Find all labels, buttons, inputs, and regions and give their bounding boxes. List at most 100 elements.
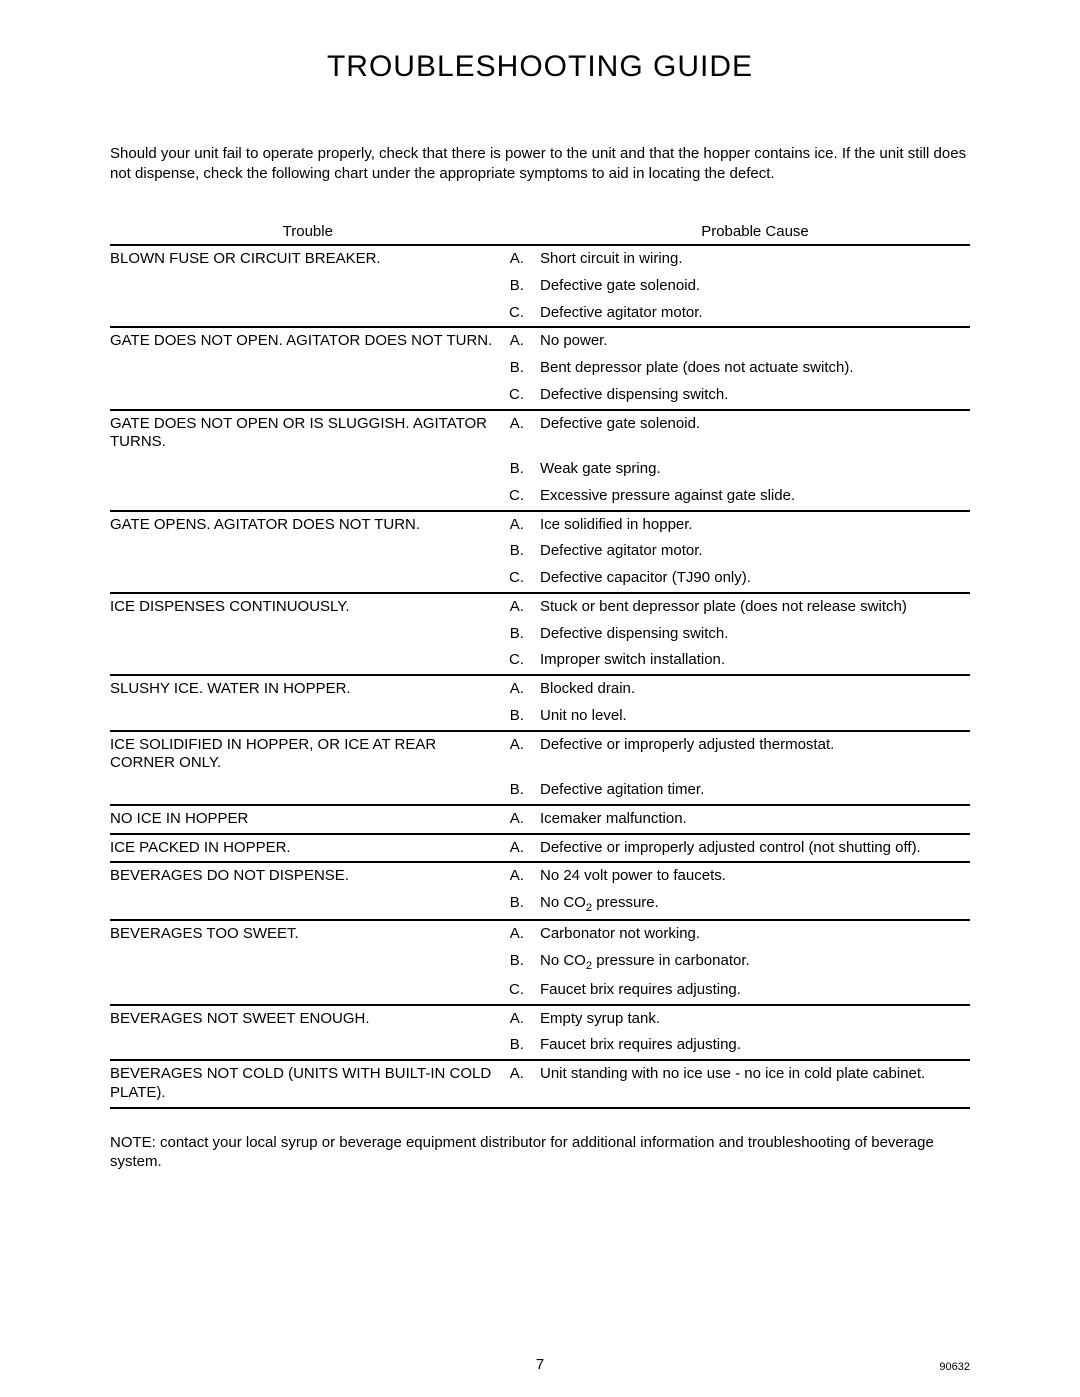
table-row: C.Defective capacitor (TJ90 only). xyxy=(110,565,970,593)
page-title: TROUBLESHOOTING GUIDE xyxy=(110,50,970,84)
cause-cell: Defective gate solenoid. xyxy=(540,273,970,300)
cause-letter: C. xyxy=(506,565,540,593)
table-row: ICE PACKED IN HOPPER.A.Defective or impr… xyxy=(110,834,970,863)
trouble-cell xyxy=(110,948,506,977)
table-row: GATE DOES NOT OPEN OR IS SLUGGISH. AGITA… xyxy=(110,410,970,457)
cause-cell: Defective agitation timer. xyxy=(540,777,970,805)
table-row: SLUSHY ICE. WATER IN HOPPER.A.Blocked dr… xyxy=(110,675,970,703)
cause-letter: B. xyxy=(506,948,540,977)
cause-cell: Defective dispensing switch. xyxy=(540,621,970,648)
trouble-cell xyxy=(110,977,506,1005)
table-row: BEVERAGES DO NOT DISPENSE.A.No 24 volt p… xyxy=(110,862,970,890)
trouble-cell: BEVERAGES TOO SWEET. xyxy=(110,920,506,948)
table-row: B.Faucet brix requires adjusting. xyxy=(110,1032,970,1060)
cause-letter: A. xyxy=(506,327,540,355)
table-row: B.Defective agitation timer. xyxy=(110,777,970,805)
trouble-cell: GATE DOES NOT OPEN. AGITATOR DOES NOT TU… xyxy=(110,327,506,355)
cause-cell: Weak gate spring. xyxy=(540,456,970,483)
table-row: B.Unit no level. xyxy=(110,703,970,731)
table-row: BLOWN FUSE OR CIRCUIT BREAKER.A.Short ci… xyxy=(110,245,970,273)
cause-cell: Faucet brix requires adjusting. xyxy=(540,977,970,1005)
cause-letter: C. xyxy=(506,483,540,511)
table-row: BEVERAGES TOO SWEET.A.Carbonator not wor… xyxy=(110,920,970,948)
table-row: NO ICE IN HOPPERA.Icemaker malfunction. xyxy=(110,805,970,834)
trouble-cell: ICE SOLIDIFIED IN HOPPER, OR ICE AT REAR… xyxy=(110,731,506,778)
cause-cell: Stuck or bent depressor plate (does not … xyxy=(540,593,970,621)
cause-letter: A. xyxy=(506,834,540,863)
cause-cell: Defective capacitor (TJ90 only). xyxy=(540,565,970,593)
page: TROUBLESHOOTING GUIDE Should your unit f… xyxy=(0,0,1080,1397)
cause-letter: B. xyxy=(506,273,540,300)
table-row: B.Defective agitator motor. xyxy=(110,538,970,565)
cause-cell: Excessive pressure against gate slide. xyxy=(540,483,970,511)
table-header-cause: Probable Cause xyxy=(540,219,970,245)
table-row: B.No CO2 pressure. xyxy=(110,890,970,920)
cause-cell: Faucet brix requires adjusting. xyxy=(540,1032,970,1060)
trouble-cell xyxy=(110,777,506,805)
trouble-cell: GATE OPENS. AGITATOR DOES NOT TURN. xyxy=(110,511,506,539)
trouble-cell: BLOWN FUSE OR CIRCUIT BREAKER. xyxy=(110,245,506,273)
table-row: BEVERAGES NOT COLD (UNITS WITH BUILT-IN … xyxy=(110,1060,970,1108)
note-paragraph: NOTE: contact your local syrup or bevera… xyxy=(110,1133,970,1172)
cause-cell: Unit standing with no ice use - no ice i… xyxy=(540,1060,970,1108)
cause-letter: C. xyxy=(506,647,540,675)
troubleshooting-table: Trouble Probable Cause BLOWN FUSE OR CIR… xyxy=(110,219,970,1109)
trouble-cell xyxy=(110,273,506,300)
table-row: ICE SOLIDIFIED IN HOPPER, OR ICE AT REAR… xyxy=(110,731,970,778)
trouble-cell xyxy=(110,565,506,593)
trouble-cell xyxy=(110,382,506,410)
cause-cell: Defective gate solenoid. xyxy=(540,410,970,457)
trouble-cell xyxy=(110,483,506,511)
trouble-cell: NO ICE IN HOPPER xyxy=(110,805,506,834)
trouble-cell xyxy=(110,538,506,565)
cause-letter: A. xyxy=(506,593,540,621)
trouble-cell xyxy=(110,456,506,483)
trouble-cell xyxy=(110,621,506,648)
cause-cell: Bent depressor plate (does not actuate s… xyxy=(540,355,970,382)
trouble-cell: BEVERAGES DO NOT DISPENSE. xyxy=(110,862,506,890)
table-header-trouble: Trouble xyxy=(110,219,506,245)
cause-cell: Defective dispensing switch. xyxy=(540,382,970,410)
table-row: B.Bent depressor plate (does not actuate… xyxy=(110,355,970,382)
cause-cell: Defective agitator motor. xyxy=(540,300,970,328)
cause-cell: No CO2 pressure. xyxy=(540,890,970,920)
cause-letter: B. xyxy=(506,703,540,731)
table-row: C.Defective dispensing switch. xyxy=(110,382,970,410)
table-row: C.Defective agitator motor. xyxy=(110,300,970,328)
cause-letter: B. xyxy=(506,890,540,920)
cause-cell: Short circuit in wiring. xyxy=(540,245,970,273)
cause-cell: No power. xyxy=(540,327,970,355)
cause-cell: Ice solidified in hopper. xyxy=(540,511,970,539)
cause-cell: Empty syrup tank. xyxy=(540,1005,970,1033)
cause-cell: Icemaker malfunction. xyxy=(540,805,970,834)
table-row: B.Defective gate solenoid. xyxy=(110,273,970,300)
cause-letter: B. xyxy=(506,538,540,565)
trouble-cell xyxy=(110,1032,506,1060)
cause-letter: A. xyxy=(506,805,540,834)
table-row: B.No CO2 pressure in carbonator. xyxy=(110,948,970,977)
table-row: GATE OPENS. AGITATOR DOES NOT TURN.A.Ice… xyxy=(110,511,970,539)
cause-letter: B. xyxy=(506,456,540,483)
page-number: 7 xyxy=(110,1356,970,1373)
cause-cell: Blocked drain. xyxy=(540,675,970,703)
table-row: C.Improper switch installation. xyxy=(110,647,970,675)
cause-cell: Defective or improperly adjusted control… xyxy=(540,834,970,863)
cause-letter: C. xyxy=(506,977,540,1005)
table-row: ICE DISPENSES CONTINUOUSLY.A.Stuck or be… xyxy=(110,593,970,621)
trouble-cell: BEVERAGES NOT SWEET ENOUGH. xyxy=(110,1005,506,1033)
trouble-cell xyxy=(110,647,506,675)
trouble-cell: ICE DISPENSES CONTINUOUSLY. xyxy=(110,593,506,621)
doc-number: 90632 xyxy=(939,1361,970,1373)
cause-letter: A. xyxy=(506,675,540,703)
trouble-cell: GATE DOES NOT OPEN OR IS SLUGGISH. AGITA… xyxy=(110,410,506,457)
cause-letter: C. xyxy=(506,300,540,328)
cause-letter: A. xyxy=(506,511,540,539)
table-row: B.Defective dispensing switch. xyxy=(110,621,970,648)
cause-cell: Unit no level. xyxy=(540,703,970,731)
trouble-cell xyxy=(110,703,506,731)
cause-letter: A. xyxy=(506,862,540,890)
cause-letter: A. xyxy=(506,410,540,457)
cause-letter: C. xyxy=(506,382,540,410)
cause-cell: Defective or improperly adjusted thermos… xyxy=(540,731,970,778)
trouble-cell xyxy=(110,300,506,328)
